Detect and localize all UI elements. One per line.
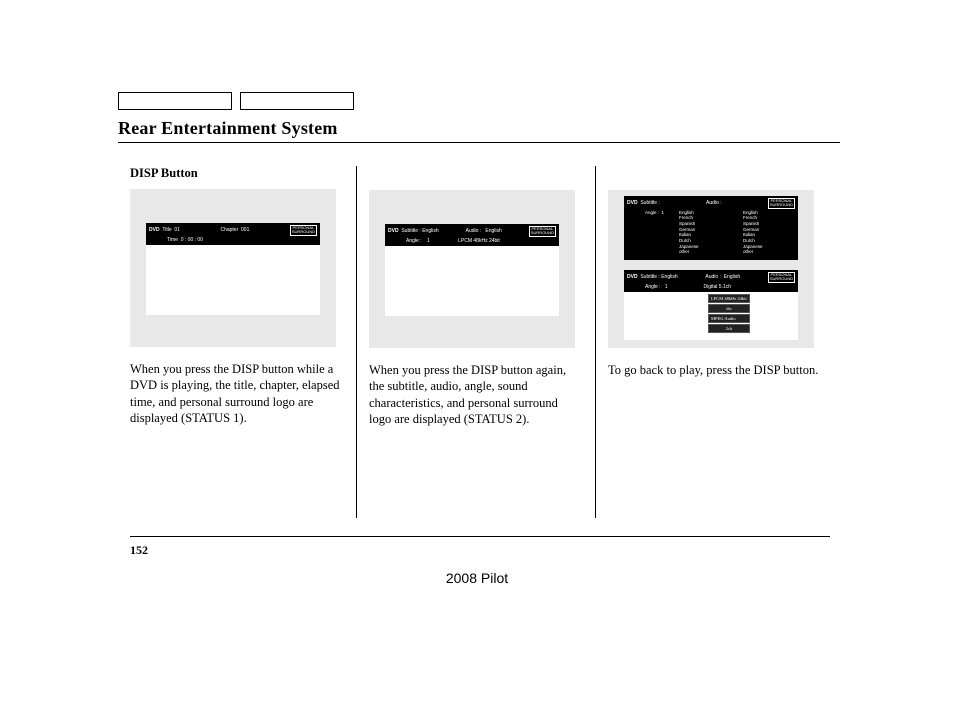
dvd-label: DVD (388, 228, 399, 234)
column-1-body: When you press the DISP button while a D… (130, 361, 344, 426)
chapter-value: 001 (241, 227, 249, 233)
subtitle-label: Subtitle : (640, 200, 659, 206)
audio-value: English (724, 274, 740, 280)
column-2: DVD Subtitle : English Audio : English P… (361, 166, 591, 518)
personal-surround-logo: PERSONALSURROUND (768, 198, 795, 209)
subheading-disp-button: DISP Button (130, 166, 344, 181)
audio-format-item: 2ch (708, 324, 750, 333)
audio-format-item: LPCM 48kHz 24bit (708, 294, 750, 303)
subtitle-label: Subtitle : (640, 274, 659, 280)
figure-status-1: DVD Title 01 Chapter 001 PERSONALSURROUN… (130, 189, 336, 347)
audio-value: English (485, 228, 501, 234)
column-3: DVD Subtitle : Audio : PERSONALSURROUND … (600, 166, 830, 518)
subtitle-label: Subtitle : (401, 228, 420, 234)
spacer (608, 166, 822, 190)
figure-status-3: DVD Subtitle : Audio : PERSONALSURROUND … (608, 190, 814, 348)
audio-language-list: English French Spanish German Italian Du… (743, 210, 781, 255)
column-divider-1 (356, 166, 357, 518)
audio-label: Audio : (466, 228, 482, 234)
spacer (369, 166, 583, 190)
section-title-rule (118, 142, 840, 143)
figure-status-2: DVD Subtitle : English Audio : English P… (369, 190, 575, 348)
dvd-overlay-status3-bottom: DVD Subtitle : English Audio : English P… (624, 270, 798, 292)
angle-label: Angle : (406, 238, 422, 244)
angle-value: 1 (662, 210, 665, 215)
angle-label: Angle : (645, 210, 659, 215)
title-label: Title (162, 227, 171, 233)
screen-body-white (146, 245, 320, 315)
subtitle-language-list: English French Spanish German Italian Du… (679, 210, 717, 255)
personal-surround-logo: PERSONALSURROUND (290, 225, 317, 236)
page-number-rule (130, 536, 830, 537)
dvd-label: DVD (627, 274, 638, 280)
dvd-overlay-status3-top: DVD Subtitle : Audio : PERSONALSURROUND … (624, 196, 798, 260)
time-label: Time (167, 237, 178, 243)
audio-label: Audio : (706, 200, 722, 206)
chapter-label: Chapter (220, 227, 238, 233)
header-box-1 (118, 92, 232, 110)
personal-surround-logo: PERSONALSURROUND (529, 226, 556, 237)
dvd-label: DVD (627, 200, 638, 206)
title-value: 01 (174, 227, 180, 233)
audio-label: Audio : (705, 274, 721, 280)
content-columns: DISP Button DVD Title 01 Chapter 001 PER… (130, 166, 830, 518)
audio-format-list: LPCM 48kHz 24bit dts MPEG Audio 2ch (708, 294, 750, 333)
digital-label: Digital 5.1ch (704, 284, 732, 290)
angle-value: 1 (427, 238, 430, 244)
column-2-body: When you press the DISP button again, th… (369, 362, 583, 427)
column-divider-2 (595, 166, 596, 518)
screen-body-white (385, 246, 559, 316)
subtitle-value: English (422, 228, 438, 234)
header-blank-boxes (118, 92, 354, 110)
page-number: 152 (130, 543, 148, 558)
audio-format-item: dts (708, 304, 750, 313)
section-title: Rear Entertainment System (118, 118, 836, 139)
column-3-body: To go back to play, press the DISP butto… (608, 362, 822, 378)
header-box-2 (240, 92, 354, 110)
dvd-overlay-status1: DVD Title 01 Chapter 001 PERSONALSURROUN… (146, 223, 320, 245)
personal-surround-logo: PERSONALSURROUND (768, 272, 795, 283)
angle-label: Angle : (645, 284, 661, 290)
manual-page: Rear Entertainment System DISP Button DV… (0, 0, 954, 710)
audio-format-item: MPEG Audio (708, 314, 750, 323)
dvd-label: DVD (149, 227, 160, 233)
column-1: DISP Button DVD Title 01 Chapter 001 PER… (130, 166, 352, 518)
section-header: Rear Entertainment System (118, 118, 836, 143)
dvd-overlay-status2: DVD Subtitle : English Audio : English P… (385, 224, 559, 246)
time-value: 0 : 00 : 00 (181, 237, 203, 243)
audio-format: LPCM 48kHz 24bit (458, 238, 500, 244)
subtitle-value: English (661, 274, 677, 280)
footer-model-year: 2008 Pilot (0, 570, 954, 586)
screen-body-white-bottom: LPCM 48kHz 24bit dts MPEG Audio 2ch (624, 292, 798, 340)
angle-value: 1 (665, 284, 668, 290)
